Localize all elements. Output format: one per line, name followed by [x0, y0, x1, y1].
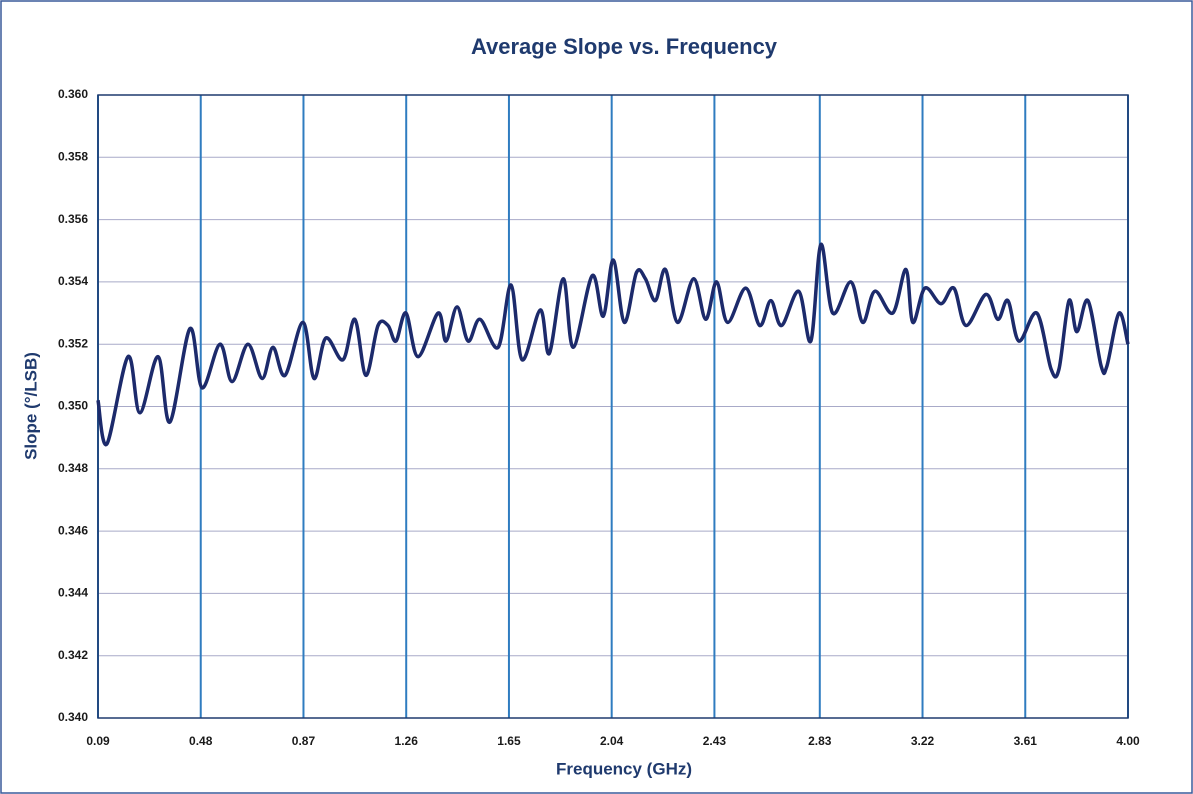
- x-tick-label: 1.65: [497, 734, 521, 748]
- x-tick-label: 2.43: [703, 734, 727, 748]
- y-tick-label: 0.342: [58, 648, 88, 662]
- y-tick-label: 0.354: [58, 274, 88, 288]
- y-tick-label: 0.352: [58, 336, 88, 350]
- y-tick-label: 0.346: [58, 523, 88, 537]
- x-tick-label: 1.26: [395, 734, 419, 748]
- x-tick-label: 3.61: [1014, 734, 1038, 748]
- x-tick-label: 0.48: [189, 734, 213, 748]
- chart-title: Average Slope vs. Frequency: [471, 34, 778, 59]
- y-tick-label: 0.360: [58, 87, 88, 101]
- y-tick-label: 0.350: [58, 399, 88, 413]
- x-tick-label: 0.09: [86, 734, 110, 748]
- x-tick-label: 0.87: [292, 734, 316, 748]
- x-axis-label: Frequency (GHz): [556, 759, 692, 778]
- y-axis-label: Slope (°/LSB): [21, 352, 40, 460]
- x-tick-label: 2.04: [600, 734, 624, 748]
- y-tick-label: 0.344: [58, 586, 88, 600]
- y-tick-label: 0.340: [58, 710, 88, 724]
- y-tick-label: 0.356: [58, 212, 88, 226]
- x-tick-label: 4.00: [1116, 734, 1140, 748]
- x-tick-label: 3.22: [911, 734, 935, 748]
- y-tick-label: 0.358: [58, 149, 88, 163]
- y-tick-label: 0.348: [58, 461, 88, 475]
- x-tick-label: 2.83: [808, 734, 832, 748]
- data-line: [96, 242, 1130, 447]
